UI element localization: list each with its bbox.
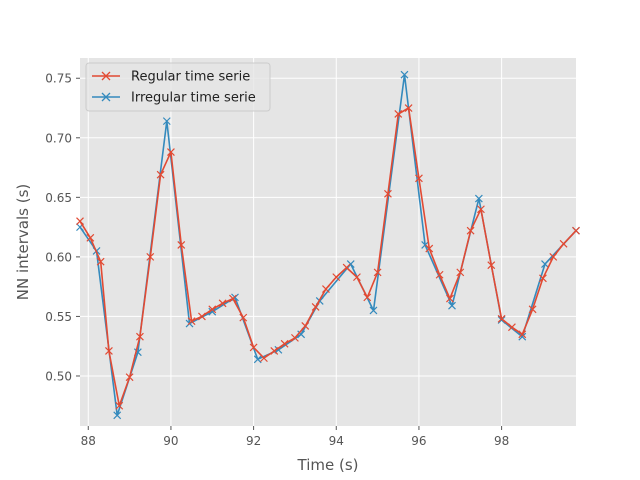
- data-point-regular: [167, 148, 175, 157]
- data-point-regular: [549, 252, 558, 261]
- data-point-irregular: [518, 332, 527, 341]
- data-point-regular: [404, 104, 413, 112]
- x-tick-label: 92: [246, 434, 261, 448]
- data-point-regular: [528, 305, 537, 314]
- data-point-regular: [301, 322, 310, 330]
- data-point-regular: [332, 273, 341, 282]
- data-point-irregular: [541, 260, 549, 268]
- y-tick-label: 0.50: [45, 369, 72, 383]
- data-point-regular: [156, 170, 165, 179]
- data-point-irregular: [369, 306, 378, 315]
- data-point-regular: [291, 333, 299, 342]
- x-tick-label: 90: [163, 434, 178, 448]
- series-layer: [76, 70, 580, 420]
- data-point-regular: [487, 261, 496, 270]
- data-point-regular: [572, 226, 580, 235]
- data-point-regular: [415, 174, 423, 183]
- data-point-regular: [508, 323, 516, 332]
- data-point-regular: [456, 268, 465, 277]
- y-axis-title: NN intervals (s): [14, 184, 32, 301]
- data-point-regular: [384, 189, 392, 198]
- x-tick-label: 98: [494, 434, 509, 448]
- data-point-regular: [518, 330, 527, 339]
- data-point-irregular: [297, 330, 306, 339]
- legend-box: [85, 62, 271, 112]
- legend: Regular time serie Irregular time serie: [85, 62, 271, 112]
- data-point-regular: [353, 273, 361, 282]
- legend-marker-irregular: [101, 92, 111, 102]
- data-point-regular: [115, 401, 124, 410]
- data-point-irregular: [162, 117, 171, 126]
- data-point-regular: [425, 244, 434, 253]
- legend-label-regular: Regular time serie: [131, 70, 250, 85]
- y-tick-label: 0.60: [45, 250, 72, 264]
- data-point-regular: [477, 205, 485, 214]
- data-point-regular: [342, 263, 351, 272]
- data-point-regular: [559, 239, 568, 248]
- y-tick-label: 0.70: [45, 131, 72, 145]
- x-tick-label: 88: [81, 434, 96, 448]
- x-axis-title: Time (s): [297, 456, 359, 474]
- data-point-regular: [466, 226, 475, 235]
- data-point-regular: [280, 339, 289, 348]
- data-point-regular: [435, 270, 444, 279]
- data-point-regular: [229, 294, 237, 303]
- data-point-irregular: [208, 307, 217, 316]
- data-point-regular: [86, 233, 95, 242]
- y-tick-label: 0.65: [45, 191, 72, 205]
- data-point-regular: [76, 217, 84, 226]
- data-point-irregular: [400, 70, 409, 79]
- data-point-regular: [311, 302, 320, 311]
- data-point-regular: [322, 285, 330, 293]
- data-point-regular: [394, 110, 403, 118]
- legend-label-irregular: Irregular time serie: [131, 91, 256, 106]
- data-point-regular: [260, 354, 268, 363]
- data-point-regular: [446, 294, 454, 303]
- data-point-regular: [125, 373, 134, 382]
- y-tick-label: 0.75: [45, 72, 72, 86]
- data-point-regular: [497, 314, 506, 323]
- data-point-regular: [105, 347, 113, 355]
- x-tick-label: 96: [411, 434, 426, 448]
- data-point-regular: [187, 317, 196, 326]
- data-point-regular: [249, 343, 258, 352]
- data-point-irregular: [253, 355, 262, 364]
- data-point-irregular: [474, 194, 483, 203]
- data-point-irregular: [113, 411, 122, 420]
- grid-lines: [80, 58, 576, 426]
- data-point-regular: [239, 313, 248, 322]
- data-point-regular: [208, 305, 217, 314]
- data-point-irregular: [497, 316, 506, 324]
- y-tick-label: 0.55: [45, 310, 72, 324]
- data-point-regular: [96, 257, 105, 266]
- data-point-regular: [270, 347, 279, 355]
- data-point-regular: [146, 252, 155, 261]
- data-point-regular: [198, 312, 206, 321]
- plot-area: [80, 58, 576, 426]
- data-point-regular: [363, 293, 372, 302]
- data-point-regular: [539, 274, 547, 283]
- data-point-irregular: [448, 301, 456, 310]
- axis-ticks: 88 90 92 94 96 98 0.50 0.55 0.60 0.65 0.70 0.75: [45, 72, 509, 448]
- x-tick-label: 94: [329, 434, 344, 448]
- data-point-regular: [373, 268, 382, 277]
- legend-marker-regular: [101, 71, 111, 81]
- data-point-regular: [136, 332, 144, 341]
- data-point-regular: [218, 299, 227, 308]
- data-point-regular: [177, 241, 186, 249]
